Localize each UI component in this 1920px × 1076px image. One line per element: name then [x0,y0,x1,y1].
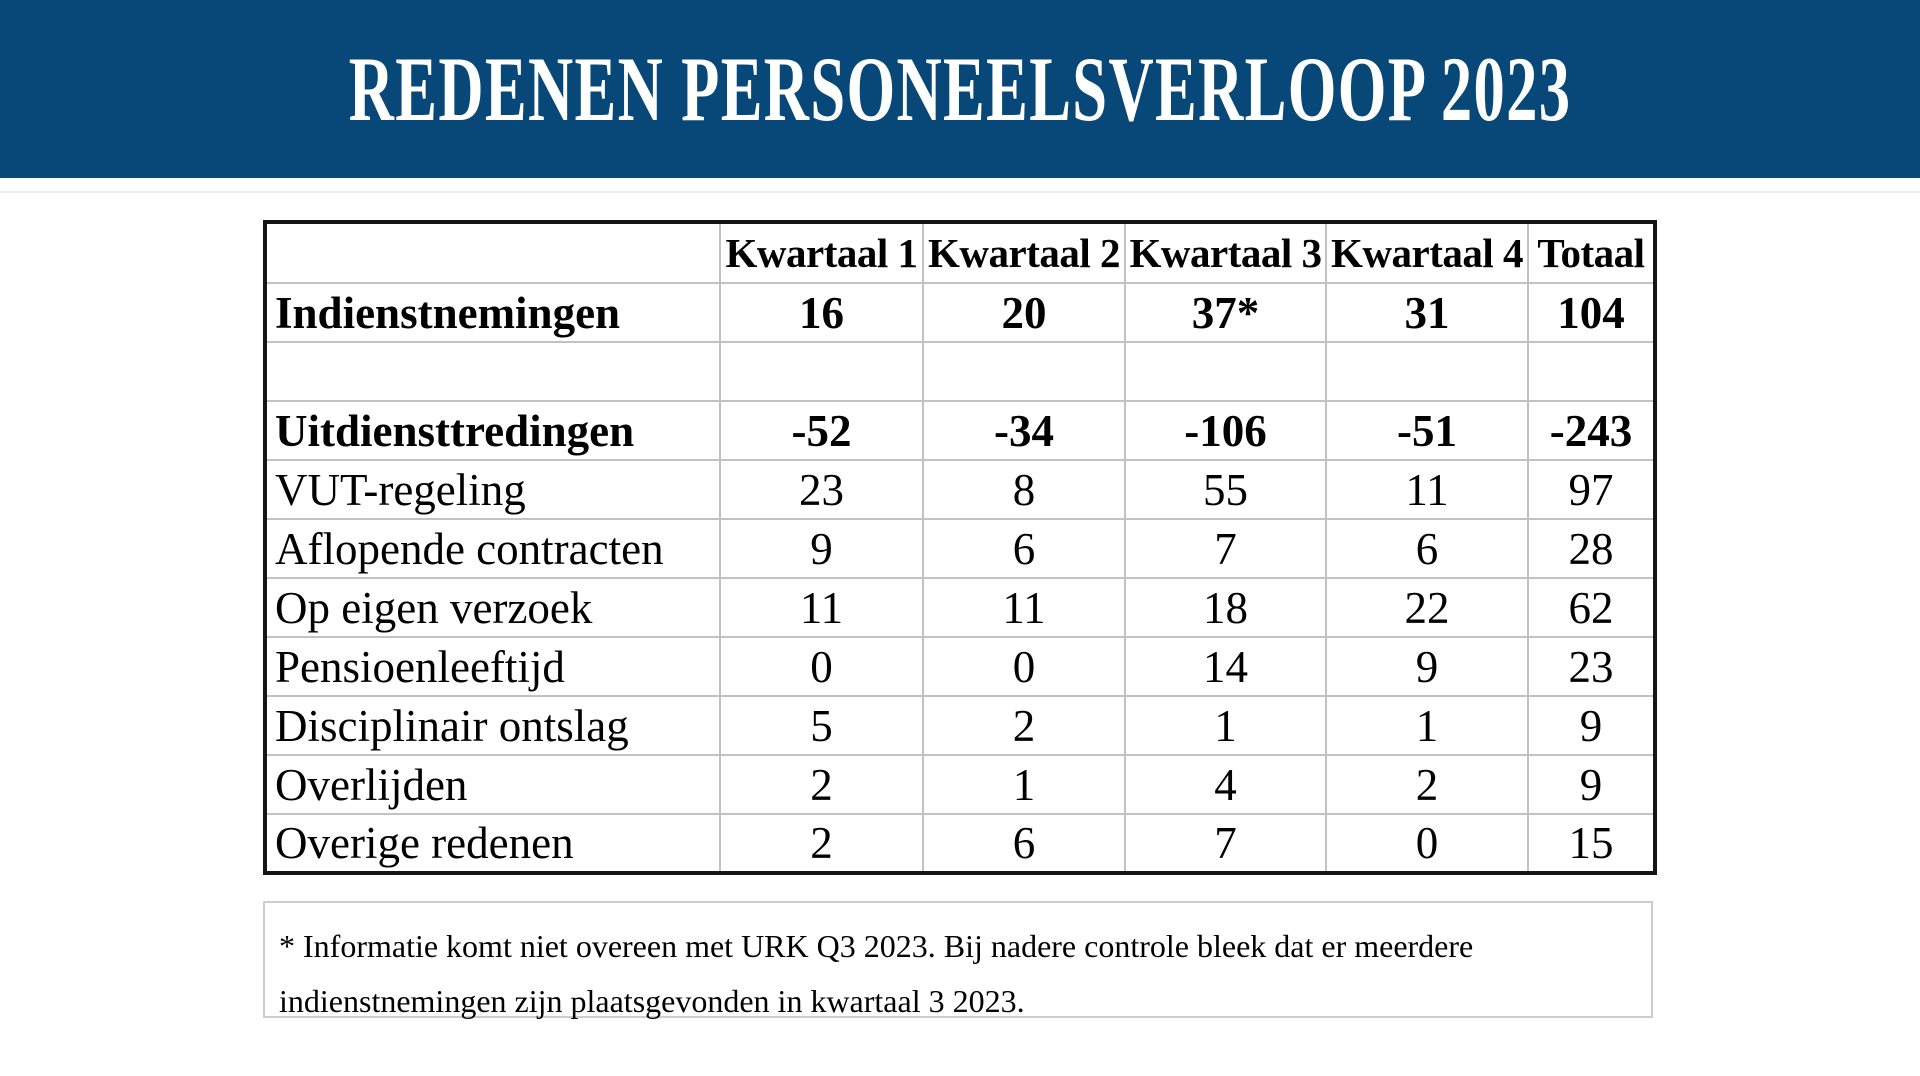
value-cell: 14 [1124,636,1327,697]
banner: REDENEN PERSONEELSVERLOOP 2023 [0,0,1920,178]
header-cell-totaal: Totaal [1527,221,1656,284]
value-cell: 6 [1325,518,1529,579]
value-cell: 6 [922,813,1126,874]
header-cell-kwartaal-2: Kwartaal 2 [922,221,1126,284]
table-row-vut-regeling: VUT-regeling 23 8 55 11 97 [264,459,1656,520]
row-label: Overlijden [264,754,721,815]
value-cell: 1 [1325,695,1529,756]
value-cell: 9 [1325,636,1529,697]
value-cell: 22 [1325,577,1529,638]
value-cell: 2 [922,695,1126,756]
row-label: Uitdiensttredingen [264,400,721,461]
value-cell: 9 [719,518,924,579]
value-cell: -243 [1527,400,1656,461]
value-cell: 97 [1527,459,1656,520]
value-cell: 23 [1527,636,1656,697]
header-cell-kwartaal-1: Kwartaal 1 [719,221,924,284]
row-label: VUT-regeling [264,459,721,520]
table-row-overlijden: Overlijden 2 1 4 2 9 [264,754,1656,815]
value-cell [922,341,1126,402]
value-cell: 11 [1325,459,1529,520]
value-cell [1527,341,1656,402]
value-cell: 18 [1124,577,1327,638]
table-row-uitdiensttredingen: Uitdiensttredingen -52 -34 -106 -51 -243 [264,400,1656,461]
value-cell: 6 [922,518,1126,579]
divider-line [0,191,1920,193]
value-cell: 7 [1124,518,1327,579]
row-label: Pensioenleeftijd [264,636,721,697]
table-row-aflopende-contracten: Aflopende contracten 9 6 7 6 28 [264,518,1656,579]
value-cell: 31 [1325,282,1529,343]
table-row-empty [264,341,1656,402]
value-cell: 11 [922,577,1126,638]
page-title: REDENEN PERSONEELSVERLOOP 2023 [348,38,1572,140]
header-cell-kwartaal-3: Kwartaal 3 [1124,221,1327,284]
value-cell: 23 [719,459,924,520]
footnote-line-1: * Informatie komt niet overeen met URK Q… [279,928,1474,964]
value-cell: 62 [1527,577,1656,638]
value-cell [1325,341,1529,402]
value-cell: 16 [719,282,924,343]
value-cell: 55 [1124,459,1327,520]
value-cell: 37* [1124,282,1327,343]
value-cell: 28 [1527,518,1656,579]
value-cell: 5 [719,695,924,756]
value-cell: -52 [719,400,924,461]
value-cell: 2 [719,813,924,874]
table-row-overige-redenen: Overige redenen 2 6 7 0 15 [264,813,1656,874]
turnover-table: Kwartaal 1 Kwartaal 2 Kwartaal 3 Kwartaa… [263,220,1657,875]
value-cell [719,341,924,402]
table-row-indienstnemingen: Indienstnemingen 16 20 37* 31 104 [264,282,1656,343]
row-label: Op eigen verzoek [264,577,721,638]
value-cell: 2 [1325,754,1529,815]
value-cell: 0 [922,636,1126,697]
table-row-pensioenleeftijd: Pensioenleeftijd 0 0 14 9 23 [264,636,1656,697]
value-cell: 15 [1527,813,1656,874]
value-cell: 8 [922,459,1126,520]
row-label: Aflopende contracten [264,518,721,579]
table-header-row: Kwartaal 1 Kwartaal 2 Kwartaal 3 Kwartaa… [264,221,1656,284]
row-label [264,341,721,402]
table-row-op-eigen-verzoek: Op eigen verzoek 11 11 18 22 62 [264,577,1656,638]
value-cell: 1 [922,754,1126,815]
footnote-box: * Informatie komt niet overeen met URK Q… [263,901,1653,1019]
value-cell: 1 [1124,695,1327,756]
value-cell: -51 [1325,400,1529,461]
value-cell: 11 [719,577,924,638]
value-cell [1124,341,1327,402]
header-cell-kwartaal-4: Kwartaal 4 [1325,221,1529,284]
value-cell: -106 [1124,400,1327,461]
value-cell: 20 [922,282,1126,343]
value-cell: -34 [922,400,1126,461]
value-cell: 4 [1124,754,1327,815]
row-label: Indienstnemingen [264,282,721,343]
value-cell: 7 [1124,813,1327,874]
value-cell: 104 [1527,282,1656,343]
value-cell: 2 [719,754,924,815]
row-label: Overige redenen [264,813,721,874]
footnote-line-2: indienstnemingen zijn plaatsgevonden in … [279,983,1025,1019]
value-cell: 9 [1527,754,1656,815]
header-cell-empty [264,221,721,284]
table-row-disciplinair-ontslag: Disciplinair ontslag 5 2 1 1 9 [264,695,1656,756]
value-cell: 0 [719,636,924,697]
value-cell: 0 [1325,813,1529,874]
row-label: Disciplinair ontslag [264,695,721,756]
value-cell: 9 [1527,695,1656,756]
